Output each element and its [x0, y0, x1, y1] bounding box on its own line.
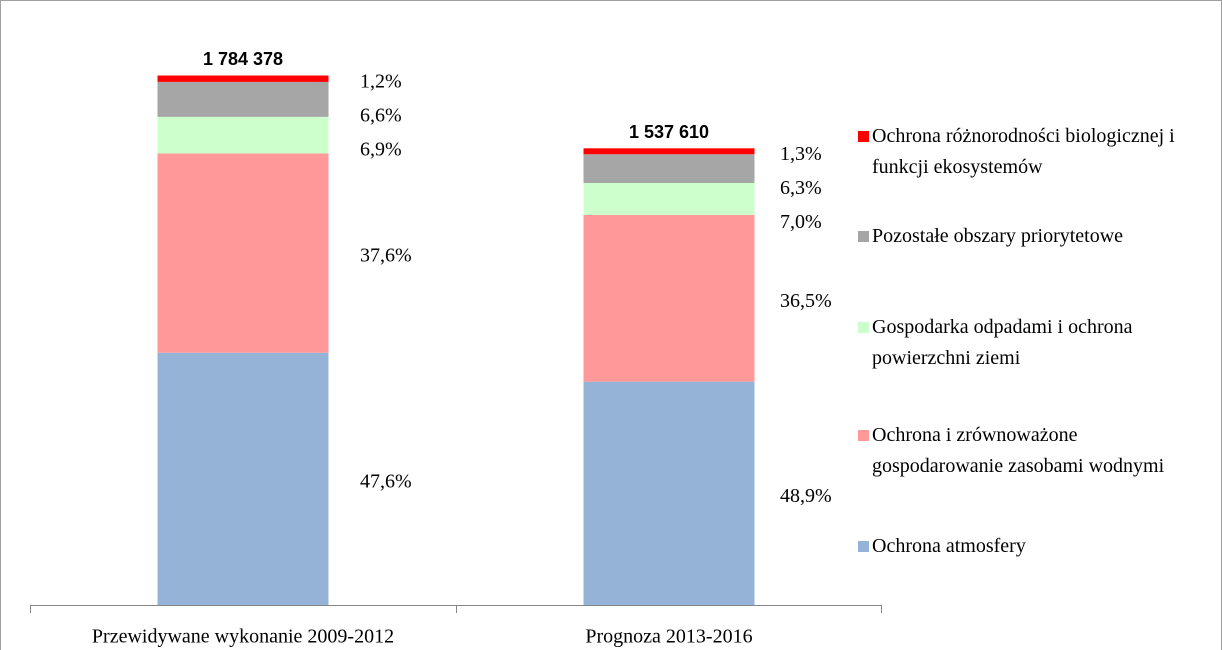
- x-tick-label: Prognoza 2013-2016: [585, 626, 752, 648]
- legend-line: Ochrona atmosfery: [872, 535, 1026, 557]
- value-label: 47,6%: [360, 470, 412, 492]
- legend-line: funkcji ekosystemów: [872, 156, 1043, 178]
- value-label: 1,3%: [780, 143, 822, 165]
- bar-segment: [157, 116, 329, 154]
- value-label: 48,9%: [780, 485, 832, 507]
- legend-line: Ochrona i zrównoważone: [872, 424, 1078, 446]
- total-label: 1 537 610: [629, 122, 709, 142]
- legend-swatch: [858, 322, 869, 333]
- legend-line: gospodarowanie zasobami wodnymi: [872, 455, 1165, 477]
- x-tick-label: Przewidywane wykonanie 2009-2012: [92, 626, 394, 648]
- bar-segment: [583, 183, 755, 215]
- bar-segment: [157, 75, 329, 82]
- bar-segment: [583, 154, 755, 184]
- value-label: 36,5%: [780, 290, 832, 312]
- bar-segment: [157, 153, 329, 353]
- legend-label: Ochrona i zrównoważone gospodarowanie zas…: [872, 424, 1165, 477]
- legend-line: Ochrona różnorodności biologicznej i: [872, 125, 1175, 147]
- value-label: 6,3%: [780, 177, 822, 199]
- bar-segment: [157, 352, 329, 605]
- legend-label: Ochrona różnorodności biologicznej i funk…: [872, 125, 1175, 178]
- bar-segment: [583, 381, 755, 605]
- value-label: 37,6%: [360, 245, 412, 267]
- legend-line: Pozostałe obszary priorytetowe: [872, 225, 1123, 247]
- legend-swatch: [858, 430, 869, 441]
- value-label: 7,0%: [780, 211, 822, 233]
- legend-swatch: [858, 541, 869, 552]
- legend-swatch: [858, 131, 869, 142]
- legend-line: Gospodarka odpadami i ochrona: [872, 316, 1133, 338]
- total-label: 1 784 378: [203, 49, 283, 69]
- bar-segment: [583, 148, 755, 155]
- legend-line: powierzchni ziemi: [872, 347, 1021, 369]
- value-label: 6,6%: [360, 104, 402, 126]
- legend-label: Pozostałe obszary priorytetowe: [872, 225, 1123, 247]
- bar-segment: [157, 81, 329, 117]
- bar-segment: [583, 214, 755, 382]
- legend-swatch: [858, 231, 869, 242]
- legend-label: Ochrona atmosfery: [872, 535, 1026, 557]
- value-label: 6,9%: [360, 138, 402, 160]
- value-label: 1,2%: [360, 70, 402, 92]
- legend-label: Gospodarka odpadami i ochrona powierzchni…: [872, 316, 1133, 369]
